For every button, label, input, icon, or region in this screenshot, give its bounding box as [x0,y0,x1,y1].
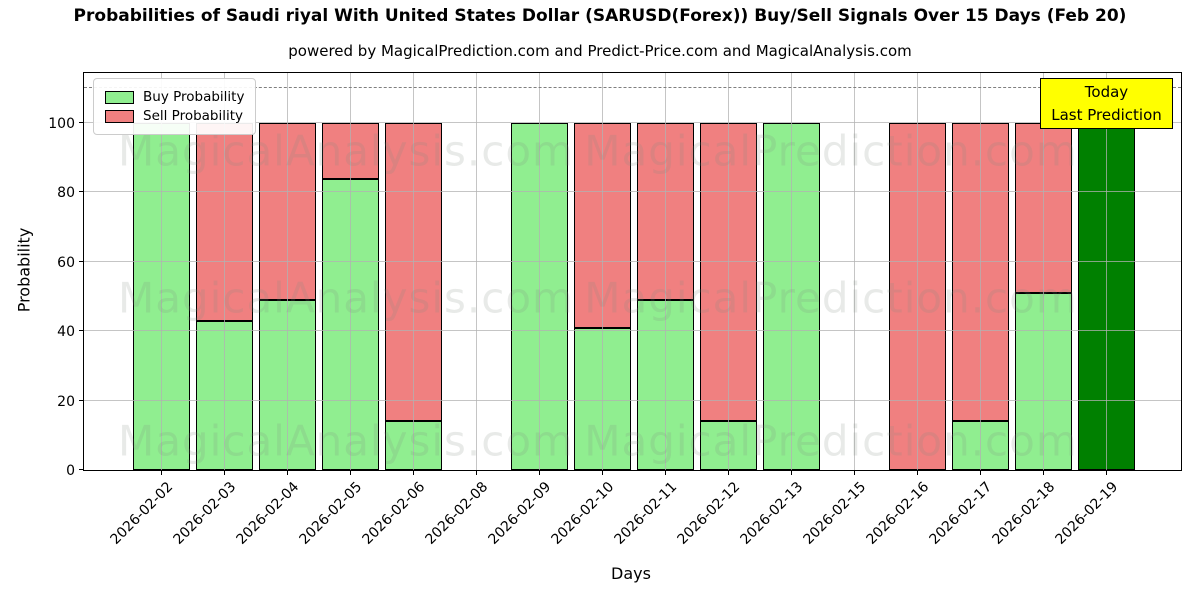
x-tick-label: 2026-02-06 [359,479,429,548]
watermark-text-left: MagicalAnalysis.com [118,273,574,323]
watermark-text-right: MagicalPrediction.com [584,126,1078,176]
gridline-vertical [160,73,162,470]
x-tick-mark [475,470,477,475]
x-tick-mark [790,470,792,475]
gridline-vertical [349,73,351,470]
x-tick-label: 2026-02-11 [611,479,681,548]
gridline-horizontal [84,399,1181,401]
x-tick-mark [349,470,351,475]
x-tick-label: 2026-02-16 [863,479,933,548]
legend-swatch-buy [105,90,134,104]
x-tick-mark [1042,470,1044,475]
x-tick-label: 2026-02-03 [170,479,240,548]
legend-label-buy: Buy Probability [143,89,245,105]
y-axis-label: Probability [14,227,34,313]
legend-swatch-sell [105,109,134,123]
x-tick-label: 2026-02-15 [800,479,870,548]
gridline-vertical [979,73,981,470]
gridline-vertical [286,73,288,470]
x-tick-mark [538,470,540,475]
y-tick-mark [79,469,84,470]
gridline-horizontal [84,122,1181,123]
gridline-vertical [664,73,666,470]
y-tick-label: 20 [57,393,75,410]
x-tick-label: 2026-02-04 [233,479,303,548]
x-tick-mark [412,470,414,475]
y-tick-label: 40 [57,324,75,341]
today-annotation: Today Last Prediction [1040,78,1173,129]
x-tick-mark [979,470,981,475]
today-annotation-line1: Today [1084,83,1129,101]
y-tick-mark [79,399,84,401]
watermark-text-right: MagicalPrediction.com [584,273,1078,323]
dashed-threshold-line [84,87,1181,89]
gridline-horizontal [84,330,1181,332]
x-tick-mark [601,470,603,475]
gridline-vertical [727,73,729,470]
gridline-vertical [916,73,918,470]
x-tick-mark [853,470,855,475]
legend-label-sell: Sell Probability [143,108,244,124]
today-annotation-line2: Last Prediction [1051,105,1162,124]
x-tick-label: 2026-02-17 [926,479,996,548]
x-tick-label: 2026-02-19 [1052,479,1122,548]
gridline-horizontal [84,260,1181,262]
x-tick-mark [916,470,918,475]
x-tick-label: 2026-02-13 [737,479,807,548]
y-tick-label: 0 [66,463,75,479]
gridline-vertical [853,73,855,470]
x-tick-mark [286,470,288,475]
y-tick-mark [79,122,84,123]
chart-subtitle: powered by MagicalPrediction.com and Pre… [288,42,912,60]
watermark-text-right: MagicalPrediction.com [584,416,1078,466]
x-tick-label: 2026-02-18 [989,479,1059,548]
gridline-vertical [790,73,792,470]
gridline-vertical [223,73,225,470]
x-tick-mark [223,470,225,475]
gridline-vertical [538,73,540,470]
x-tick-mark [160,470,162,475]
y-tick-mark [79,260,84,262]
gridline-vertical [1042,73,1044,470]
y-tick-label: 60 [57,254,75,271]
x-tick-label: 2026-02-10 [548,479,618,548]
legend: Buy Probability Sell Probability [93,78,257,135]
x-tick-label: 2026-02-09 [485,479,555,548]
x-axis-label: Days [611,564,651,583]
y-tick-mark [79,191,84,193]
x-tick-mark [664,470,666,475]
gridline-vertical [412,73,414,470]
x-tick-label: 2026-02-05 [296,479,366,548]
x-tick-label: 2026-02-12 [674,479,744,548]
gridline-vertical [475,73,477,470]
gridline-horizontal [84,191,1181,193]
x-tick-label: 2026-02-08 [422,479,492,548]
y-tick-label: 100 [48,116,75,132]
legend-item-sell: Sell Probability [105,108,244,124]
gridline-vertical [1105,73,1107,470]
x-tick-mark [727,470,729,475]
plot-area: Buy Probability Sell Probability Today L… [48,72,1182,548]
chart-title: Probabilities of Saudi riyal With United… [73,6,1127,26]
legend-item-buy: Buy Probability [105,89,244,105]
watermark-text-left: MagicalAnalysis.com [118,416,574,466]
y-tick-mark [79,330,84,332]
x-tick-label: 2026-02-02 [107,479,177,548]
x-tick-mark [1105,470,1107,475]
y-tick-label: 80 [57,185,75,202]
gridline-vertical [601,73,603,470]
